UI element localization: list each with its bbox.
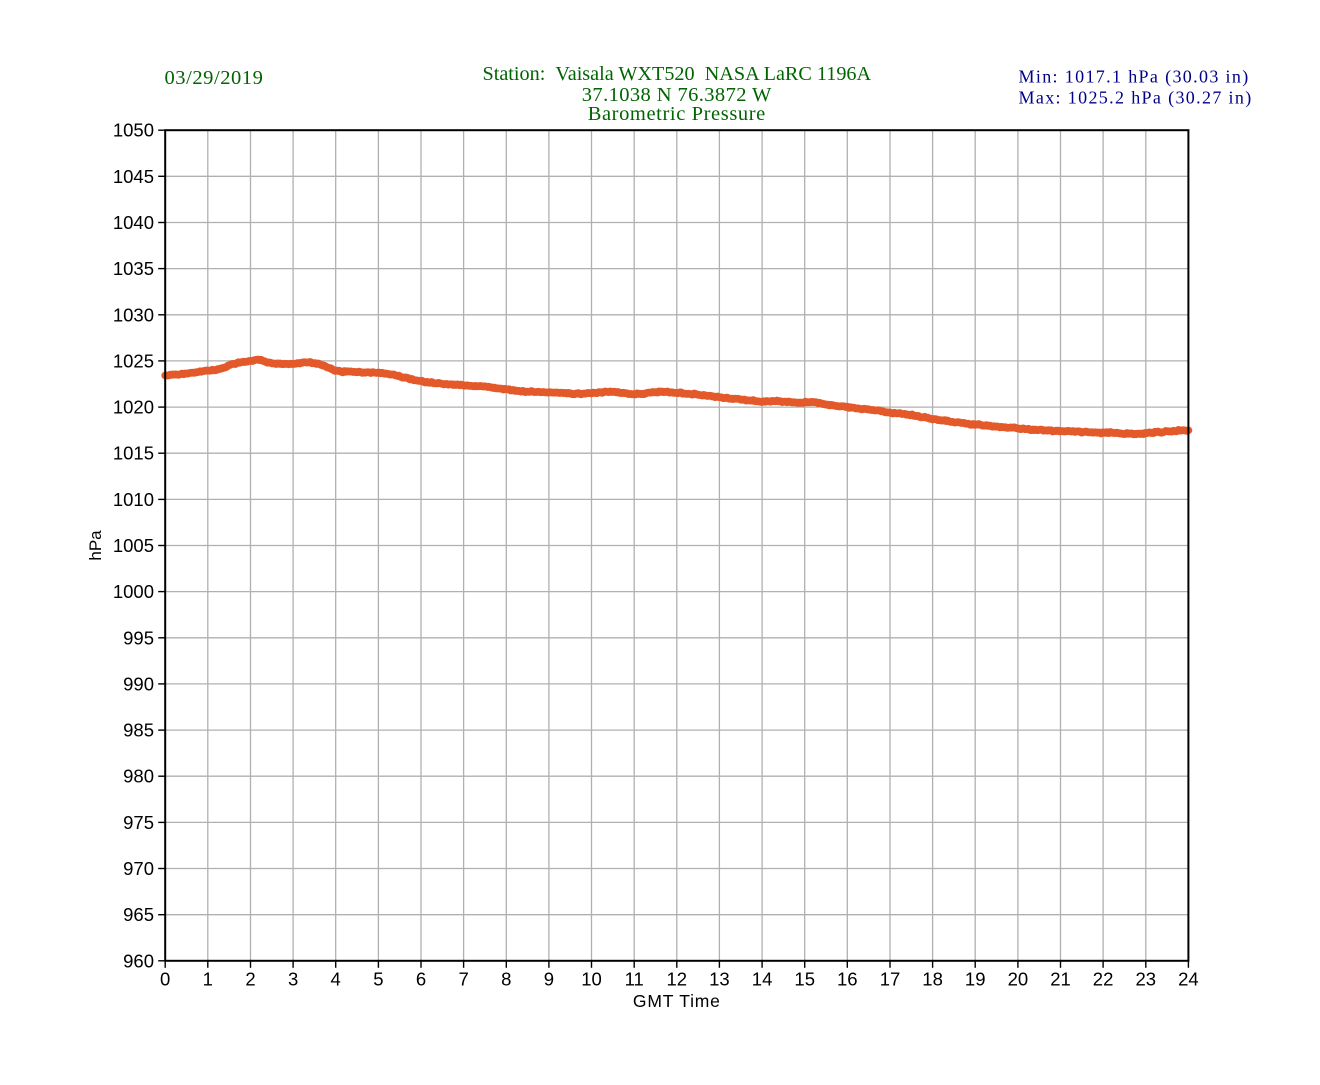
svg-text:960: 960 [123, 950, 154, 971]
svg-text:18: 18 [922, 969, 943, 990]
svg-text:Max: 1025.2 hPa (30.27 in): Max: 1025.2 hPa (30.27 in) [1019, 88, 1253, 109]
svg-text:11: 11 [625, 969, 644, 990]
svg-text:23: 23 [1136, 969, 1157, 990]
svg-text:17: 17 [880, 969, 901, 990]
svg-text:985: 985 [123, 720, 154, 741]
svg-text:21: 21 [1050, 969, 1071, 990]
svg-text:980: 980 [123, 766, 154, 787]
svg-text:970: 970 [123, 858, 154, 879]
svg-text:9: 9 [544, 969, 554, 990]
svg-text:7: 7 [458, 969, 468, 990]
svg-text:16: 16 [837, 969, 858, 990]
svg-text:1010: 1010 [113, 489, 154, 510]
svg-text:3: 3 [288, 969, 298, 990]
svg-text:22: 22 [1093, 969, 1114, 990]
svg-text:20: 20 [1008, 969, 1029, 990]
svg-text:1040: 1040 [113, 212, 154, 233]
svg-text:GMT Time: GMT Time [633, 991, 721, 1011]
svg-text:14: 14 [752, 969, 773, 990]
svg-text:12: 12 [667, 969, 688, 990]
svg-text:03/29/2019: 03/29/2019 [165, 67, 264, 89]
svg-text:4: 4 [331, 969, 341, 990]
svg-text:990: 990 [123, 673, 154, 694]
svg-text:Barometric Pressure: Barometric Pressure [588, 103, 766, 125]
svg-text:1015: 1015 [113, 443, 154, 464]
svg-text:995: 995 [123, 627, 154, 648]
svg-text:19: 19 [965, 969, 986, 990]
svg-text:1005: 1005 [113, 535, 154, 556]
svg-text:0: 0 [160, 969, 170, 990]
svg-text:15: 15 [794, 969, 815, 990]
svg-text:6: 6 [416, 969, 426, 990]
svg-text:Min: 1017.1 hPa (30.03 in): Min: 1017.1 hPa (30.03 in) [1019, 67, 1250, 88]
svg-text:8: 8 [501, 969, 511, 990]
svg-text:1025: 1025 [113, 350, 154, 371]
svg-text:1: 1 [203, 969, 213, 990]
svg-text:1030: 1030 [113, 304, 154, 325]
svg-text:10: 10 [581, 969, 602, 990]
svg-text:1020: 1020 [113, 397, 154, 418]
svg-text:1050: 1050 [113, 120, 154, 141]
svg-text:1000: 1000 [113, 581, 154, 602]
svg-text:hPa: hPa [86, 530, 105, 561]
svg-text:5: 5 [373, 969, 383, 990]
svg-text:24: 24 [1178, 969, 1199, 990]
svg-text:Station: Vaisala WXT520 NASA: Station: Vaisala WXT520 NASA LaRC 1196A [483, 63, 872, 85]
svg-text:2: 2 [245, 969, 255, 990]
svg-text:1045: 1045 [113, 166, 154, 187]
svg-text:1035: 1035 [113, 258, 154, 279]
svg-text:13: 13 [709, 969, 730, 990]
svg-text:975: 975 [123, 812, 154, 833]
svg-text:965: 965 [123, 904, 154, 925]
svg-text:37.1038 N 76.3872 W: 37.1038 N 76.3872 W [582, 84, 772, 106]
